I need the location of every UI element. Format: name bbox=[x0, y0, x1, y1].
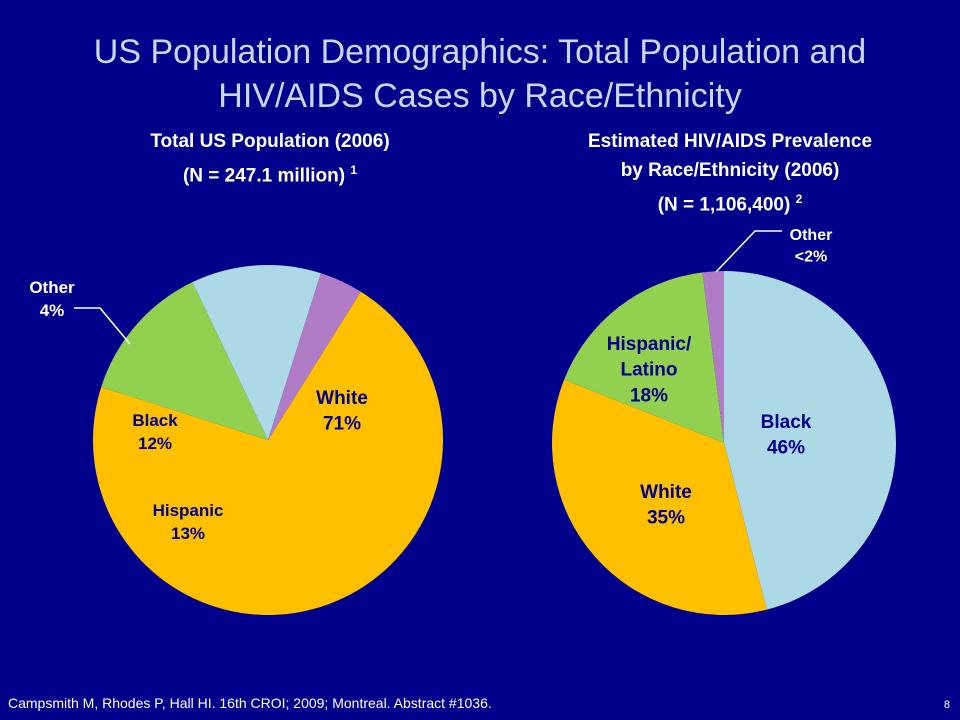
total-pop-label-other-line-1: Other bbox=[29, 278, 75, 297]
hiv-label-white: White 35% bbox=[640, 482, 692, 529]
hiv-label-other-line-2: <2% bbox=[795, 249, 827, 266]
total-pop-label-other-line-2: 4% bbox=[40, 301, 65, 320]
total-pop-label-black: Black 12% bbox=[132, 411, 178, 453]
hiv-label-black: Black 46% bbox=[761, 412, 812, 459]
hiv-slice-other bbox=[702, 271, 724, 443]
hiv-label-other-line-1: Other bbox=[790, 227, 833, 244]
left-chart-heading: Total US Population (2006) (N = 247.1 mi… bbox=[90, 127, 450, 190]
total-pop-slice-hispanic bbox=[101, 282, 268, 440]
right-chart-title-2: by Race/Ethnicity (2006) bbox=[620, 160, 840, 181]
right-chart-subtitle: (N = 1,106,400) 2 bbox=[530, 185, 930, 219]
total-pop-label-white: White 71% bbox=[316, 388, 368, 435]
total-pop-slice-other bbox=[268, 273, 361, 440]
hiv-label-black-line-2: 46% bbox=[767, 438, 805, 459]
total-pop-label-hispanic-line-1: Hispanic bbox=[153, 501, 224, 520]
hiv-label-hispanic-latino: Hispanic/Latino 18% bbox=[607, 334, 692, 406]
hiv-label-other: Other <2% bbox=[790, 227, 833, 266]
citation-footnote: Campsmith M, Rhodes P, Hall HI. 16th CRO… bbox=[8, 695, 492, 711]
pie-chart-hiv-prevalence: Black 46% White 35% Hispanic/Latino 18% Other <… bbox=[551, 227, 897, 616]
hiv-label-hispanic-latino-line-1: Hispanic/ bbox=[607, 334, 692, 355]
hiv-other-callout-line bbox=[715, 230, 782, 273]
total-pop-other-callout-line bbox=[74, 307, 131, 345]
left-chart-footnote-ref: 1 bbox=[350, 163, 358, 177]
hiv-label-hispanic-latino-line-2: Latino bbox=[621, 360, 678, 381]
total-pop-label-other: Other 4% bbox=[29, 278, 75, 320]
slide-title-line-1: US Population Demographics: Total Popula… bbox=[93, 33, 867, 71]
total-pop-label-black-line-1: Black bbox=[132, 411, 178, 430]
hiv-label-white-line-2: 35% bbox=[647, 508, 685, 529]
page-number: 8 bbox=[943, 699, 950, 711]
hiv-label-black-line-1: Black bbox=[761, 412, 812, 433]
total-pop-label-white-line-2: 71% bbox=[323, 414, 361, 435]
total-pop-label-black-line-2: 12% bbox=[138, 434, 172, 453]
total-pop-label-hispanic: Hispanic 13% bbox=[153, 501, 224, 543]
right-chart-heading: Estimated HIV/AIDS Prevalence by Race/Et… bbox=[530, 127, 930, 219]
left-chart-title: Total US Population (2006) bbox=[150, 131, 390, 152]
hiv-slice-hispanic-latino bbox=[564, 272, 724, 443]
right-chart-title: Estimated HIV/AIDS Prevalence bbox=[587, 131, 873, 152]
total-pop-slice-white bbox=[93, 291, 444, 615]
slide-title-line-2: HIV/AIDS Cases by Race/Ethnicity bbox=[218, 77, 742, 115]
right-chart-n: (N = 1,106,400) bbox=[657, 194, 791, 216]
left-chart-subtitle: (N = 247.1 million) 1 bbox=[90, 156, 450, 190]
left-chart-n: (N = 247.1 million) bbox=[182, 165, 346, 187]
hiv-label-hispanic-latino-line-3: 18% bbox=[630, 385, 668, 406]
hiv-slice-black bbox=[724, 271, 897, 610]
total-pop-label-hispanic-line-2: 13% bbox=[171, 524, 205, 543]
right-chart-footnote-ref: 2 bbox=[795, 192, 803, 206]
total-pop-slice-black bbox=[192, 264, 321, 440]
hiv-label-white-line-1: White bbox=[640, 482, 692, 503]
hiv-slice-white bbox=[551, 379, 767, 616]
total-pop-label-white-line-1: White bbox=[316, 388, 368, 409]
slide-title: US Population Demographics: Total Popula… bbox=[0, 30, 960, 118]
pie-chart-total-population: White 71% Hispanic 13% Black 12% Other 4% bbox=[29, 264, 444, 615]
